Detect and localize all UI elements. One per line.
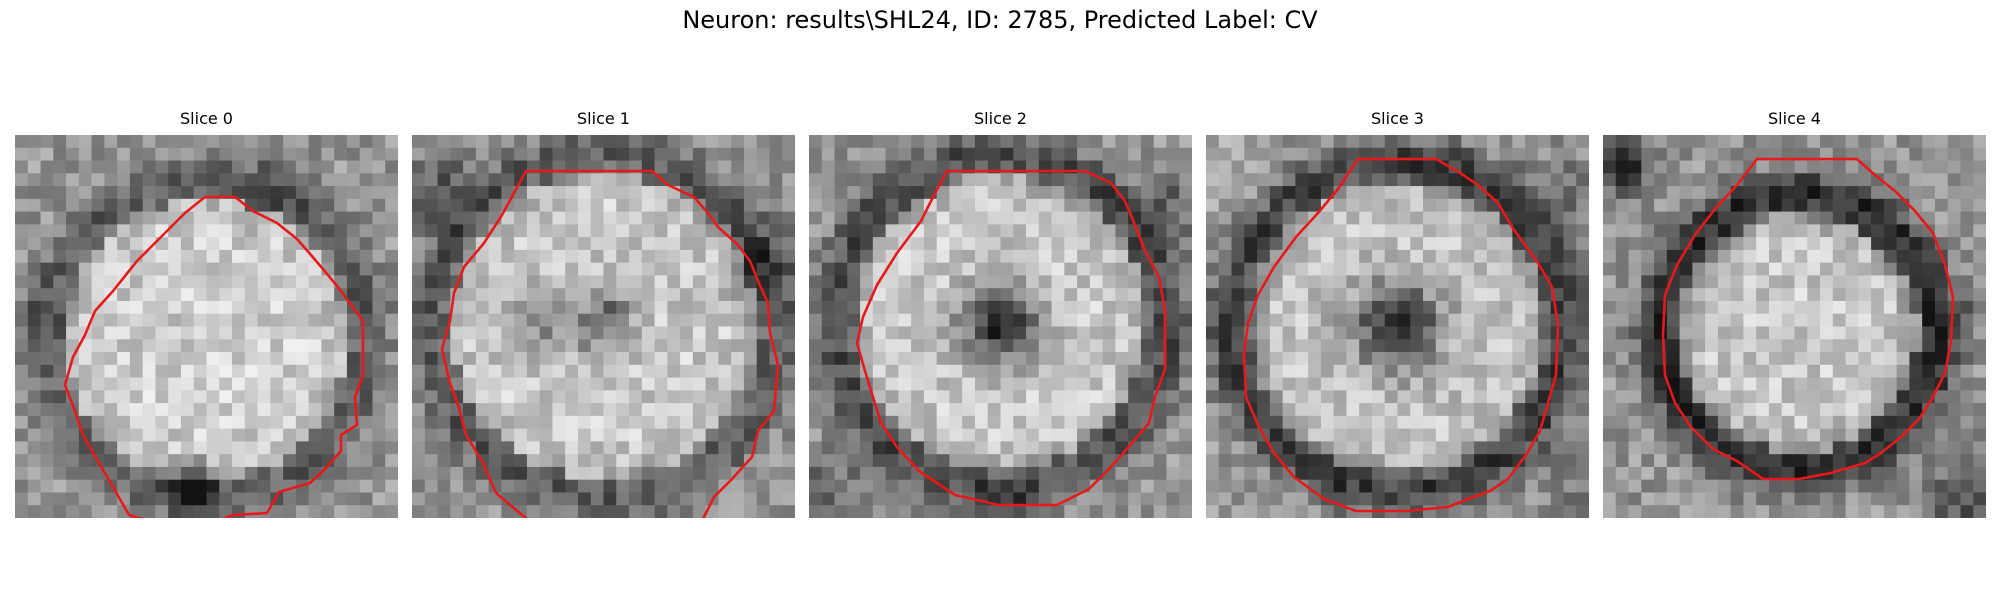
slice-title-4: Slice 4 <box>1768 109 1821 128</box>
slice-title-3: Slice 3 <box>1371 109 1424 128</box>
slice-title-1: Slice 1 <box>577 109 630 128</box>
figure-title: Neuron: results\SHL24, ID: 2785, Predict… <box>682 6 1318 34</box>
slice-pixels-3 <box>1206 135 1589 518</box>
slice-image-2 <box>809 135 1192 518</box>
slice-image-3 <box>1206 135 1589 518</box>
slice-title-2: Slice 2 <box>974 109 1027 128</box>
slice-image-4 <box>1603 135 1986 518</box>
slice-image-1 <box>412 135 795 518</box>
contour-outline-0 <box>63 195 365 518</box>
slice-panel-2: Slice 2 <box>809 109 1192 519</box>
slice-pixels-1 <box>412 135 795 518</box>
slice-panel-4: Slice 4 <box>1603 109 1986 519</box>
contour-outline-3 <box>1242 157 1560 513</box>
slice-image-0 <box>15 135 398 518</box>
contour-outline-1 <box>440 169 780 518</box>
slice-pixels-0 <box>15 135 398 518</box>
slice-panel-0: Slice 0 <box>15 109 398 519</box>
contour-outline-2 <box>855 169 1167 507</box>
slice-pixels-4 <box>1603 135 1986 518</box>
slice-pixels-2 <box>809 135 1192 518</box>
slice-title-0: Slice 0 <box>180 109 233 128</box>
slice-panel-1: Slice 1 <box>412 109 795 519</box>
slice-panel-3: Slice 3 <box>1206 109 1589 519</box>
contour-outline-4 <box>1661 157 1955 481</box>
